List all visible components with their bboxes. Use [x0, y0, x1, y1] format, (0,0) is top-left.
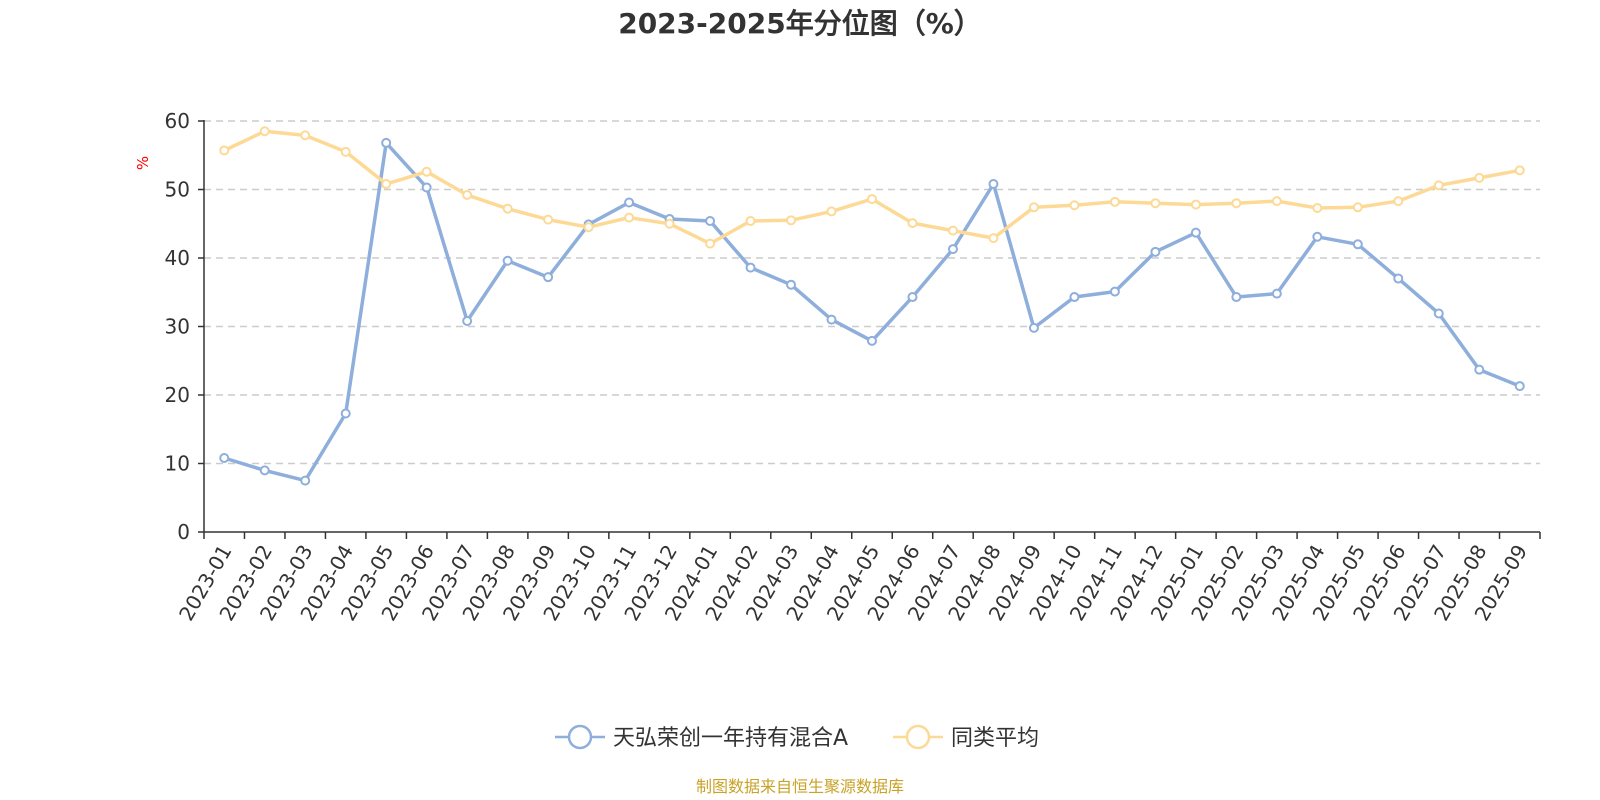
y-tick-label: 0	[177, 520, 190, 544]
data-point[interactable]	[1231, 198, 1242, 209]
data-point[interactable]	[1069, 292, 1080, 303]
grid-lines	[204, 120, 1540, 465]
data-point[interactable]	[624, 197, 635, 208]
data-point[interactable]	[502, 255, 513, 266]
series-line	[223, 141, 1521, 483]
data-point[interactable]	[988, 179, 999, 190]
data-point[interactable]	[1028, 322, 1039, 333]
data-point[interactable]	[988, 233, 999, 244]
data-point[interactable]	[340, 408, 351, 419]
source-note: 制图数据来自恒生聚源数据库	[696, 777, 904, 796]
data-point[interactable]	[259, 126, 270, 137]
axes	[198, 120, 1541, 539]
data-point[interactable]	[1514, 165, 1525, 176]
data-point[interactable]	[1150, 198, 1161, 209]
data-point[interactable]	[421, 182, 432, 193]
series-2	[219, 126, 1525, 249]
data-point[interactable]	[705, 238, 716, 249]
data-point[interactable]	[745, 262, 756, 273]
data-point[interactable]	[786, 215, 797, 226]
data-point[interactable]	[340, 146, 351, 157]
data-point[interactable]	[1150, 246, 1161, 257]
data-point[interactable]	[543, 272, 554, 283]
data-point[interactable]	[1109, 196, 1120, 207]
data-point[interactable]	[259, 465, 270, 476]
data-point[interactable]	[867, 194, 877, 205]
data-point[interactable]	[1433, 180, 1444, 191]
data-point[interactable]	[745, 216, 756, 227]
data-point[interactable]	[1190, 199, 1201, 210]
data-point[interactable]	[786, 279, 797, 290]
series-line	[223, 129, 1521, 246]
series-layer	[219, 126, 1525, 486]
data-point[interactable]	[826, 314, 837, 325]
data-point[interactable]	[1433, 308, 1444, 319]
data-point[interactable]	[1271, 196, 1282, 207]
data-point[interactable]	[300, 475, 311, 486]
legend-marker	[905, 724, 931, 750]
data-point[interactable]	[462, 316, 473, 327]
chart-title: 2023-2025年分位图（%）	[618, 7, 982, 40]
legend[interactable]: 天弘荣创一年持有混合A 同类平均	[555, 724, 1039, 751]
data-point[interactable]	[1190, 227, 1201, 238]
data-point[interactable]	[502, 203, 513, 214]
data-point[interactable]	[543, 214, 554, 225]
data-point[interactable]	[867, 335, 877, 346]
data-point[interactable]	[1312, 202, 1323, 213]
y-tick-label: 10	[165, 452, 190, 476]
y-tick-label: 50	[165, 178, 190, 202]
y-axis-label: %	[134, 156, 152, 170]
data-point[interactable]	[907, 218, 918, 229]
data-point[interactable]	[705, 216, 716, 227]
data-point[interactable]	[1028, 202, 1039, 213]
y-tick-labels: 0 10 20 30 40 50 60	[165, 109, 190, 544]
series-1	[219, 137, 1525, 486]
data-point[interactable]	[1109, 286, 1120, 297]
data-point[interactable]	[1393, 273, 1404, 284]
data-point[interactable]	[1271, 288, 1282, 299]
data-point[interactable]	[624, 212, 635, 223]
data-point[interactable]	[947, 225, 958, 236]
data-point[interactable]	[907, 292, 918, 303]
data-point[interactable]	[462, 189, 473, 200]
legend-marker	[567, 724, 593, 750]
data-point[interactable]	[1474, 172, 1485, 183]
data-point[interactable]	[664, 218, 675, 229]
data-point[interactable]	[826, 206, 837, 217]
data-point[interactable]	[1393, 196, 1404, 207]
data-point[interactable]	[219, 453, 230, 464]
x-tick-labels: 2023-012023-022023-032023-042023-052023-…	[174, 541, 1532, 625]
data-point[interactable]	[1352, 239, 1363, 250]
data-point[interactable]	[1352, 202, 1363, 213]
data-point[interactable]	[947, 244, 958, 255]
data-point[interactable]	[1474, 364, 1485, 375]
data-point[interactable]	[381, 137, 392, 148]
y-tick-label: 40	[165, 246, 190, 270]
y-tick-label: 30	[165, 315, 190, 339]
legend-label: 同类平均	[951, 726, 1039, 751]
data-point[interactable]	[421, 166, 432, 177]
data-point[interactable]	[1312, 231, 1323, 242]
data-point[interactable]	[1231, 292, 1242, 303]
legend-item-2[interactable]: 同类平均	[893, 724, 1039, 751]
data-point[interactable]	[1069, 200, 1080, 211]
data-point[interactable]	[300, 130, 311, 141]
legend-item-1[interactable]: 天弘荣创一年持有混合A	[555, 724, 848, 751]
data-point[interactable]	[219, 145, 230, 156]
legend-label: 天弘荣创一年持有混合A	[613, 726, 848, 751]
data-point[interactable]	[1514, 381, 1525, 392]
data-point[interactable]	[381, 179, 392, 190]
y-tick-label: 60	[165, 109, 190, 133]
data-point[interactable]	[583, 222, 594, 233]
y-tick-label: 20	[165, 383, 190, 407]
